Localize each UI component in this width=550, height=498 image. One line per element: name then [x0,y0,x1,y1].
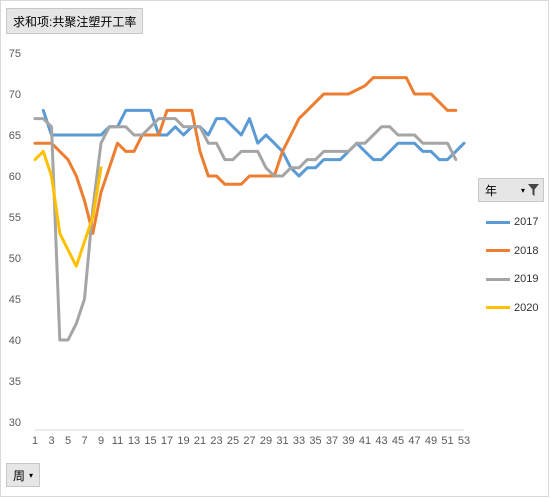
x-tick-label: 21 [194,435,206,447]
x-tick-label: 31 [276,435,288,447]
series-line-2017 [41,108,466,178]
legend-item-2019: 2019 [486,265,538,294]
plot-area [33,76,466,342]
x-tick-label: 33 [293,435,305,447]
legend-swatch [486,277,510,281]
x-tick-label: 37 [326,435,338,447]
x-tick-label: 1 [32,435,38,447]
value-field-button[interactable]: 求和项:共聚注塑开工率 [6,8,144,34]
x-axis: 1 3 5 7 9 11 13 15 17 19 21 23 25 27 29 31 33 35 37 39 41 43 4… [32,429,470,447]
legend-swatch [486,220,510,224]
x-tick-label: 19 [177,435,189,447]
series-line-2020 [33,149,103,268]
legend-field-label: 年 [485,183,498,198]
legend-swatch [486,249,510,253]
x-tick-label: 39 [342,435,354,447]
axis-field-label: 周 [13,468,26,483]
legend-item-2017: 2017 [486,208,538,237]
x-tick-label: 15 [144,435,156,447]
x-tick-label: 53 [458,435,470,447]
legend-field-button[interactable]: 年 ▾ [478,178,544,202]
x-tick-label: 27 [243,435,255,447]
legend-label: 2018 [514,244,539,257]
legend-label: 2019 [514,273,539,286]
y-tick-label: 50 [9,253,21,265]
series-line-2019 [33,117,458,342]
x-tick-label: 43 [375,435,387,447]
x-tick-label: 45 [392,435,404,447]
y-tick-label: 40 [9,335,21,347]
x-tick-label: 49 [425,435,437,447]
x-tick-label: 25 [227,435,239,447]
y-tick-label: 75 [9,48,21,60]
series-line-2018 [33,76,458,235]
x-tick-label: 35 [309,435,321,447]
filter-icon[interactable] [528,184,539,196]
x-tick-label: 23 [210,435,222,447]
y-tick-label: 70 [9,89,21,101]
axis-field-button[interactable]: 周 ▾ [6,463,41,487]
legend-item-2018: 2018 [486,237,538,266]
legend-label: 2020 [514,301,539,314]
x-tick-label: 7 [81,435,87,447]
y-tick-label: 30 [9,417,21,429]
dropdown-arrow-icon[interactable]: ▾ [520,185,525,195]
x-tick-label: 41 [359,435,371,447]
x-tick-label: 3 [48,435,54,447]
legend-label: 2017 [514,216,539,229]
x-tick-label: 51 [441,435,453,447]
legend-swatch [486,306,510,310]
x-tick-label: 13 [128,435,140,447]
y-axis: 30 35 40 45 50 55 60 65 70 75 [9,48,21,429]
y-tick-label: 55 [9,212,21,224]
y-tick-label: 35 [9,376,21,388]
x-tick-label: 17 [161,435,173,447]
chart-legend: 2017 2018 2019 2020 [486,208,538,322]
x-tick-label: 11 [112,435,123,447]
dropdown-arrow-icon[interactable]: ▾ [29,470,34,480]
x-tick-label: 5 [65,435,71,447]
y-tick-label: 45 [9,294,21,306]
y-tick-label: 65 [9,130,21,142]
x-tick-label: 47 [408,435,420,447]
x-tick-label: 29 [260,435,272,447]
x-tick-label: 9 [98,435,104,447]
y-tick-label: 60 [9,171,21,183]
legend-item-2020: 2020 [486,294,538,323]
value-field-label: 求和项:共聚注塑开工率 [13,14,137,29]
